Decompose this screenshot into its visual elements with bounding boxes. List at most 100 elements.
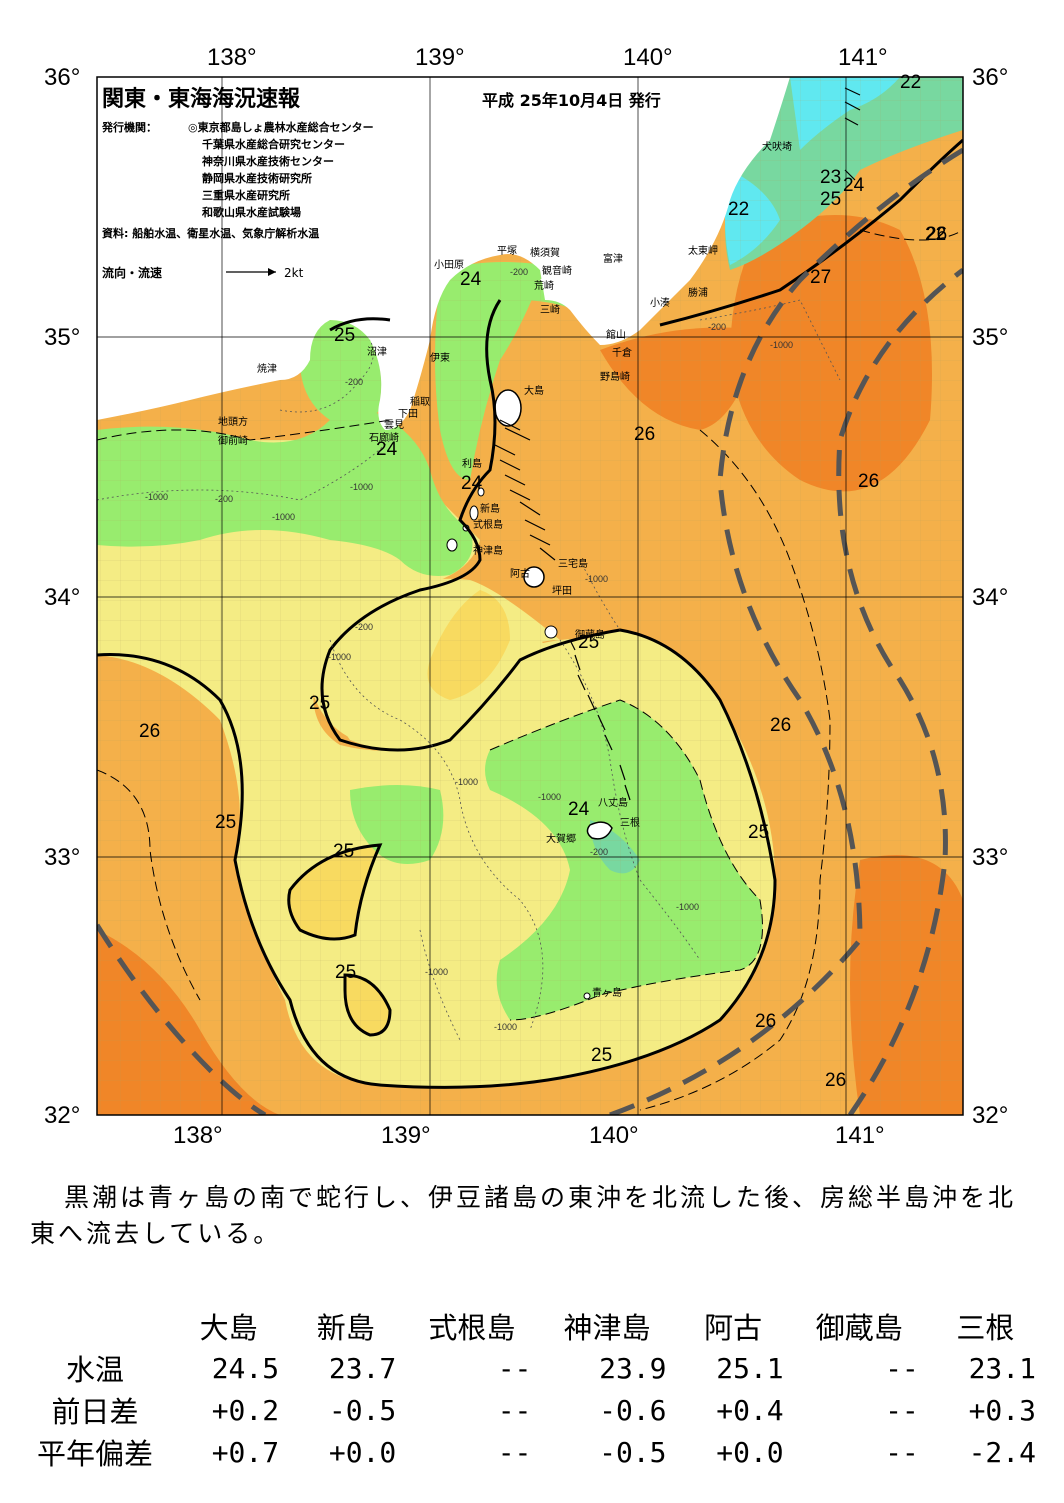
place-label: 下田 (398, 409, 418, 420)
depth-label: -1000 (770, 340, 793, 350)
station-temperature-table: 大島 新島 式根島 神津島 阿古 御蔵島 三根 水温 24.5 23.7 -- … (20, 1305, 1044, 1473)
flow-legend-label: 流向・流速 (102, 265, 162, 280)
issuer-label: 発行機関： (101, 120, 157, 134)
lat-label: 34° (972, 584, 1008, 611)
table-cell: -0.6 (599, 1393, 667, 1427)
hachijojima-island (586, 821, 613, 840)
isotherm-label: 25 (215, 812, 236, 833)
row-header: 平年偏差 (36, 1437, 153, 1471)
issuer: 和歌山県水産試験場 (202, 205, 301, 219)
place-label: 石廊崎 (369, 431, 399, 444)
isotherm-24-south (489, 699, 763, 1021)
place-label: 犬吠埼 (762, 140, 792, 153)
lat-label: 33° (972, 844, 1008, 871)
lon-label: 139° (381, 1122, 431, 1149)
isotherm-26-ne (859, 229, 963, 241)
lat-label: 36° (44, 64, 80, 91)
isotherm-label: 25 (591, 1045, 612, 1066)
lat-label: 35° (972, 324, 1008, 351)
land-boso (540, 246, 645, 338)
column-header: 式根島 (428, 1311, 516, 1345)
place-label: 荒崎 (534, 279, 554, 292)
table-cell: 24.5 (211, 1351, 280, 1385)
place-label: 三宅島 (558, 557, 588, 570)
isotherm-25-loop-a (287, 843, 383, 941)
mikurajima-island (544, 625, 558, 639)
table-cell: +0.7 (211, 1435, 280, 1469)
depth-label: -200 (708, 322, 726, 332)
isotherm-label: 24 (843, 175, 865, 196)
lon-label: 141° (835, 1122, 885, 1149)
table-cell: +0.2 (211, 1393, 280, 1427)
place-label: 大賀郷 (546, 832, 576, 845)
isotherm-label: 23 (820, 167, 841, 188)
lon-label: 141° (838, 44, 888, 71)
depth-labels: -1000 -200 -200 -1000 -200 -1000 -1000 -… (145, 267, 793, 1032)
lon-axis-bottom: 138° 139° 140° 141° (173, 1122, 885, 1149)
table-cell: -- (497, 1393, 532, 1427)
lon-axis-top: 138° 139° 140° 141° (207, 44, 888, 71)
column-header: 阿古 (704, 1311, 763, 1345)
lon-label: 139° (415, 44, 465, 71)
depth-label: -200 (590, 847, 608, 857)
place-label: 式根島 (473, 518, 503, 531)
place-label: 太東岬 (688, 244, 718, 257)
depth-label: -1000 (425, 967, 448, 977)
place-label: 八丈島 (598, 796, 628, 809)
lon-label: 138° (207, 44, 257, 71)
isotherm-26-east (639, 429, 831, 1111)
depth-label: -200 (510, 267, 528, 277)
table-cell: -- (885, 1393, 919, 1427)
table-cell: 23.1 (968, 1351, 1036, 1385)
lat-label: 36° (972, 64, 1008, 91)
isotherm-label: 25 (748, 822, 769, 843)
depth-label: -1000 (676, 902, 699, 912)
table-row: 平年偏差 +0.7 +0.0 -- -0.5 +0.0 -- -2.4 (20, 1431, 1044, 1473)
lon-label: 138° (173, 1122, 223, 1149)
isotherm-label: 25 (309, 693, 330, 714)
place-label: 雲見 (384, 419, 404, 431)
isotherm-label: 25 (578, 632, 599, 653)
place-label: 坪田 (552, 584, 572, 597)
oshima-island (494, 389, 522, 427)
place-label: 新島 (480, 502, 500, 515)
place-label: 横須賀 (530, 246, 560, 259)
depth-label: -1000 (145, 492, 168, 502)
place-label: 三崎 (540, 303, 560, 316)
table-cell: -- (497, 1435, 532, 1469)
isotherm-25 (97, 299, 777, 1089)
place-label: 観音崎 (542, 264, 572, 277)
lat-axis-left: 36° 35° 34° 33° 32° (44, 64, 80, 1129)
table-header-row: 大島 新島 式根島 神津島 阿古 御蔵島 三根 (20, 1305, 1044, 1347)
lat-lon-grid (97, 77, 963, 1115)
table-cell: -- (885, 1351, 919, 1385)
isotherm-label: 26 (825, 1070, 846, 1091)
isotherm-25-izu (329, 317, 391, 332)
place-names: 犬吠埼 太東岬 勝浦 小湊 富津 館山 千倉 野島崎 横須賀 観音崎 荒崎 三崎… (218, 140, 792, 999)
lat-label: 34° (44, 584, 80, 611)
table-cell: +0.4 (716, 1393, 784, 1427)
isotherm-24-west (97, 419, 391, 441)
table-cell: -0.5 (599, 1435, 667, 1469)
kuroshio-west (97, 923, 267, 1115)
depth-label: -1000 (494, 1022, 517, 1032)
isotherm-label: 24 (376, 439, 398, 460)
lat-label: 32° (972, 1102, 1008, 1129)
issuer: 静岡県水産技術研究所 (202, 171, 312, 185)
table-cell: +0.0 (328, 1435, 397, 1469)
isotherm-label: 26 (634, 424, 655, 445)
place-label: 阿古 (510, 567, 530, 580)
table-cell: -- (885, 1435, 919, 1469)
column-header: 新島 (316, 1311, 375, 1345)
place-label: 御前崎 (218, 434, 248, 447)
isotherm-label: 24 (568, 799, 590, 820)
depth-label: -200 (215, 494, 233, 504)
lat-axis-right: 36° 35° 34° 33° 32° (972, 64, 1008, 1129)
kozushima-island (446, 538, 458, 552)
aogashima-island (583, 992, 591, 1000)
isotherm-label: 26 (858, 471, 879, 492)
land-honshu (97, 77, 790, 430)
table-cell: -2.4 (968, 1435, 1036, 1469)
isotherm-label: 26 (139, 721, 160, 742)
isotherm-labels: 22 22 23 24 25 22 24 25 26 27 24 24 26 2… (139, 72, 947, 1091)
